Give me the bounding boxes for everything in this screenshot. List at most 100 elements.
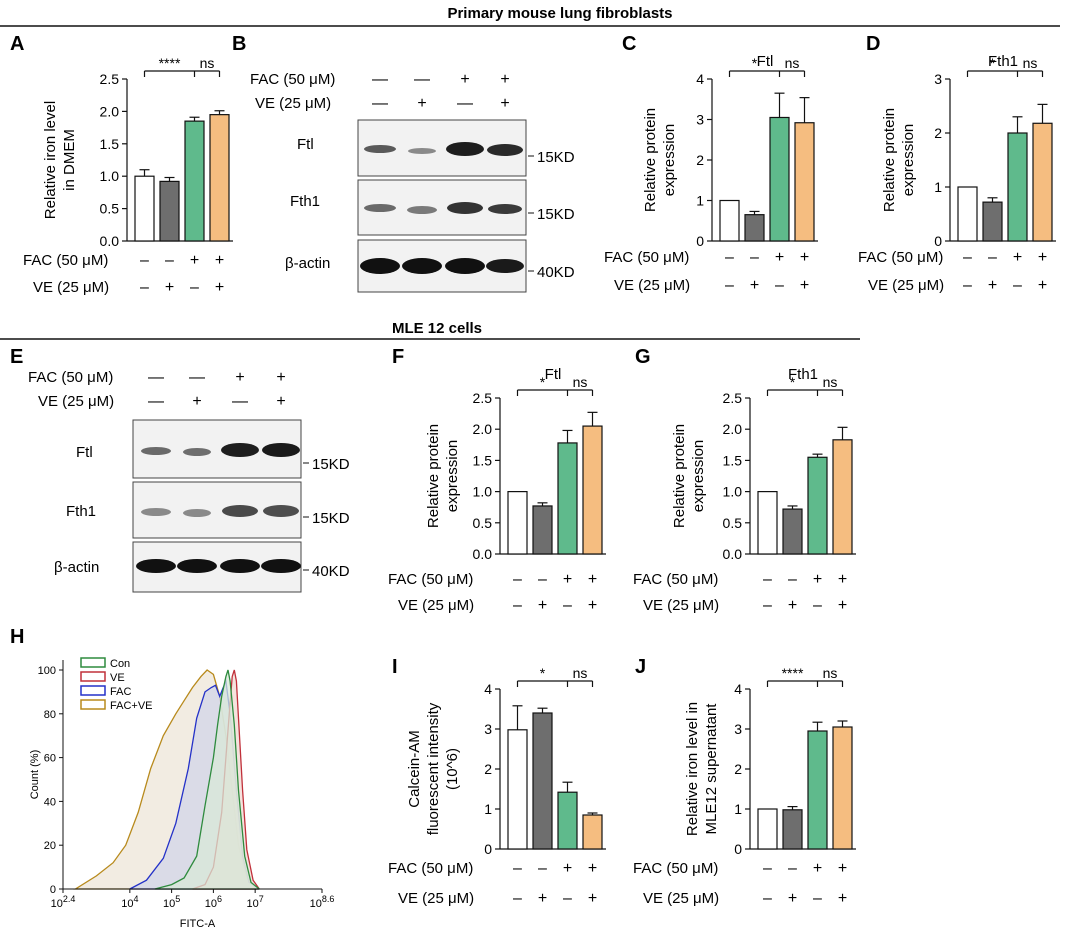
- bar-1: [957, 186, 978, 242]
- y-axis-label: Relative protein expression: [881, 108, 917, 212]
- fac-sign: +: [563, 860, 572, 877]
- ve-sign: +: [838, 890, 847, 907]
- fac-sign: +: [588, 571, 597, 588]
- chart-title: Fth1: [988, 53, 1018, 70]
- y-axis-label: Relative protein expression: [671, 424, 707, 528]
- ve-sign: +: [538, 890, 547, 907]
- bar-2: [532, 712, 553, 850]
- blot-e-band: [141, 447, 171, 455]
- y-axis-label: Count (%): [29, 750, 41, 800]
- ve-sign: –: [763, 597, 772, 614]
- y-axis-label: Calcein-AM fluorescent intensity (10^6): [406, 702, 461, 835]
- y-axis-label: Relative iron level in MLE12 supernatant: [684, 702, 720, 836]
- ve-sign: –: [513, 597, 522, 614]
- y-tick-label: 1.5: [723, 452, 743, 468]
- fac-sign: –: [988, 249, 997, 266]
- blot-b-band: [364, 204, 396, 212]
- y-tick-label: 1: [484, 801, 492, 817]
- blot-b-ve-sign: +: [417, 95, 426, 112]
- blot-e-fac-sign: +: [276, 369, 285, 386]
- bar-1: [507, 729, 528, 850]
- legend-swatch: [80, 671, 106, 682]
- y-tick-label: 1.0: [723, 484, 743, 500]
- y-tick-label: 2: [484, 761, 492, 777]
- blot-b-size: 40KD: [537, 264, 575, 281]
- ve-sign: +: [788, 597, 797, 614]
- sig-label-ns: ns: [1023, 55, 1038, 71]
- y-tick-label: 0: [50, 884, 56, 896]
- panel-label-a: A: [10, 33, 24, 55]
- fac-sign: +: [838, 860, 847, 877]
- western-blot-b: FAC (50 μM) VE (25 μM) — — + + — + — + F…: [250, 71, 575, 293]
- blot-b-fac-sign: —: [414, 71, 430, 88]
- sig-label-ns: ns: [785, 55, 800, 71]
- blot-e-fac-label: FAC (50 μM): [28, 369, 113, 386]
- ve-sign: +: [788, 890, 797, 907]
- y-tick-label: 2.5: [473, 390, 493, 406]
- fac-sign: –: [725, 249, 734, 266]
- blot-b-band: [408, 148, 436, 154]
- blot-b-row-fth1: Fth1: [290, 193, 320, 210]
- blot-b-band: [486, 259, 524, 273]
- blot-b-band: [402, 258, 442, 274]
- x-tick-label: 104: [121, 894, 138, 910]
- ve-sign: –: [190, 279, 199, 296]
- y-tick-label: 2.0: [723, 421, 743, 437]
- panel-label-g: G: [635, 346, 651, 368]
- sig-label-main: *: [990, 55, 996, 71]
- blot-b-band: [445, 258, 485, 274]
- sig-label-main: *: [540, 374, 546, 390]
- fac-row-label: FAC (50 μM): [604, 249, 689, 266]
- blot-e-size: 40KD: [312, 563, 350, 580]
- panel-label-d: D: [866, 33, 880, 55]
- bar-3: [184, 120, 205, 242]
- blot-b-row-actin: β-actin: [285, 255, 330, 272]
- y-tick-label: 0: [696, 233, 704, 249]
- blot-e-size: 15KD: [312, 510, 350, 527]
- fac-sign: –: [538, 571, 547, 588]
- ve-sign: –: [813, 890, 822, 907]
- blot-e-band: [220, 559, 260, 573]
- sig-label-main: ****: [159, 55, 181, 71]
- y-tick-label: 0.0: [473, 546, 493, 562]
- blot-e-ve-sign: +: [276, 393, 285, 410]
- bar-chart-f: 0.0 0.5 1.0 1.5 2.0 2.5 Relative protein expres…: [388, 366, 606, 614]
- bar-2: [782, 508, 803, 555]
- ve-sign: +: [988, 277, 997, 294]
- legend-label: VE: [110, 672, 125, 684]
- blot-e-fac-sign: +: [235, 369, 244, 386]
- fac-sign: –: [165, 252, 174, 269]
- panel-label-i: I: [392, 656, 398, 678]
- bar-1: [757, 491, 778, 555]
- blot-e-size: 15KD: [312, 456, 350, 473]
- bar-4: [1032, 122, 1053, 242]
- fac-sign: +: [215, 252, 224, 269]
- blot-b-fac-label: FAC (50 μM): [250, 71, 335, 88]
- y-tick-label: 2: [696, 152, 704, 168]
- bar-2: [159, 180, 180, 242]
- y-axis-label: Relative protein expression: [642, 108, 678, 212]
- blot-e-row-ftl: Ftl: [76, 444, 93, 461]
- y-tick-label: 0.5: [723, 515, 743, 531]
- y-tick-label: 4: [696, 71, 704, 87]
- fac-sign: +: [190, 252, 199, 269]
- blot-b-band: [446, 142, 484, 156]
- y-tick-label: 4: [484, 681, 492, 697]
- blot-b-ve-sign: +: [500, 95, 509, 112]
- y-tick-label: 1: [934, 179, 942, 195]
- legend: Con VE FAC FAC+VE: [80, 657, 153, 712]
- bar-chart-d: 0 1 2 3 Relative protein expression Fth1* ns FAC…: [858, 53, 1056, 294]
- panel-label-f: F: [392, 346, 404, 368]
- ve-sign: +: [588, 890, 597, 907]
- fac-sign: +: [813, 571, 822, 588]
- ve-sign: +: [538, 597, 547, 614]
- bar-charts: 0.0 0.5 1.0 1.5 2.0 2.5 Relative iron level in …: [23, 53, 1056, 907]
- ve-sign: –: [763, 890, 772, 907]
- blot-e-band: [262, 443, 300, 457]
- sig-label-ns: ns: [823, 374, 838, 390]
- ve-sign: –: [725, 277, 734, 294]
- blot-b-band: [487, 144, 523, 156]
- blot-e-ve-label: VE (25 μM): [38, 393, 114, 410]
- blot-b-size: 15KD: [537, 206, 575, 223]
- blot-b-row-ftl: Ftl: [297, 136, 314, 153]
